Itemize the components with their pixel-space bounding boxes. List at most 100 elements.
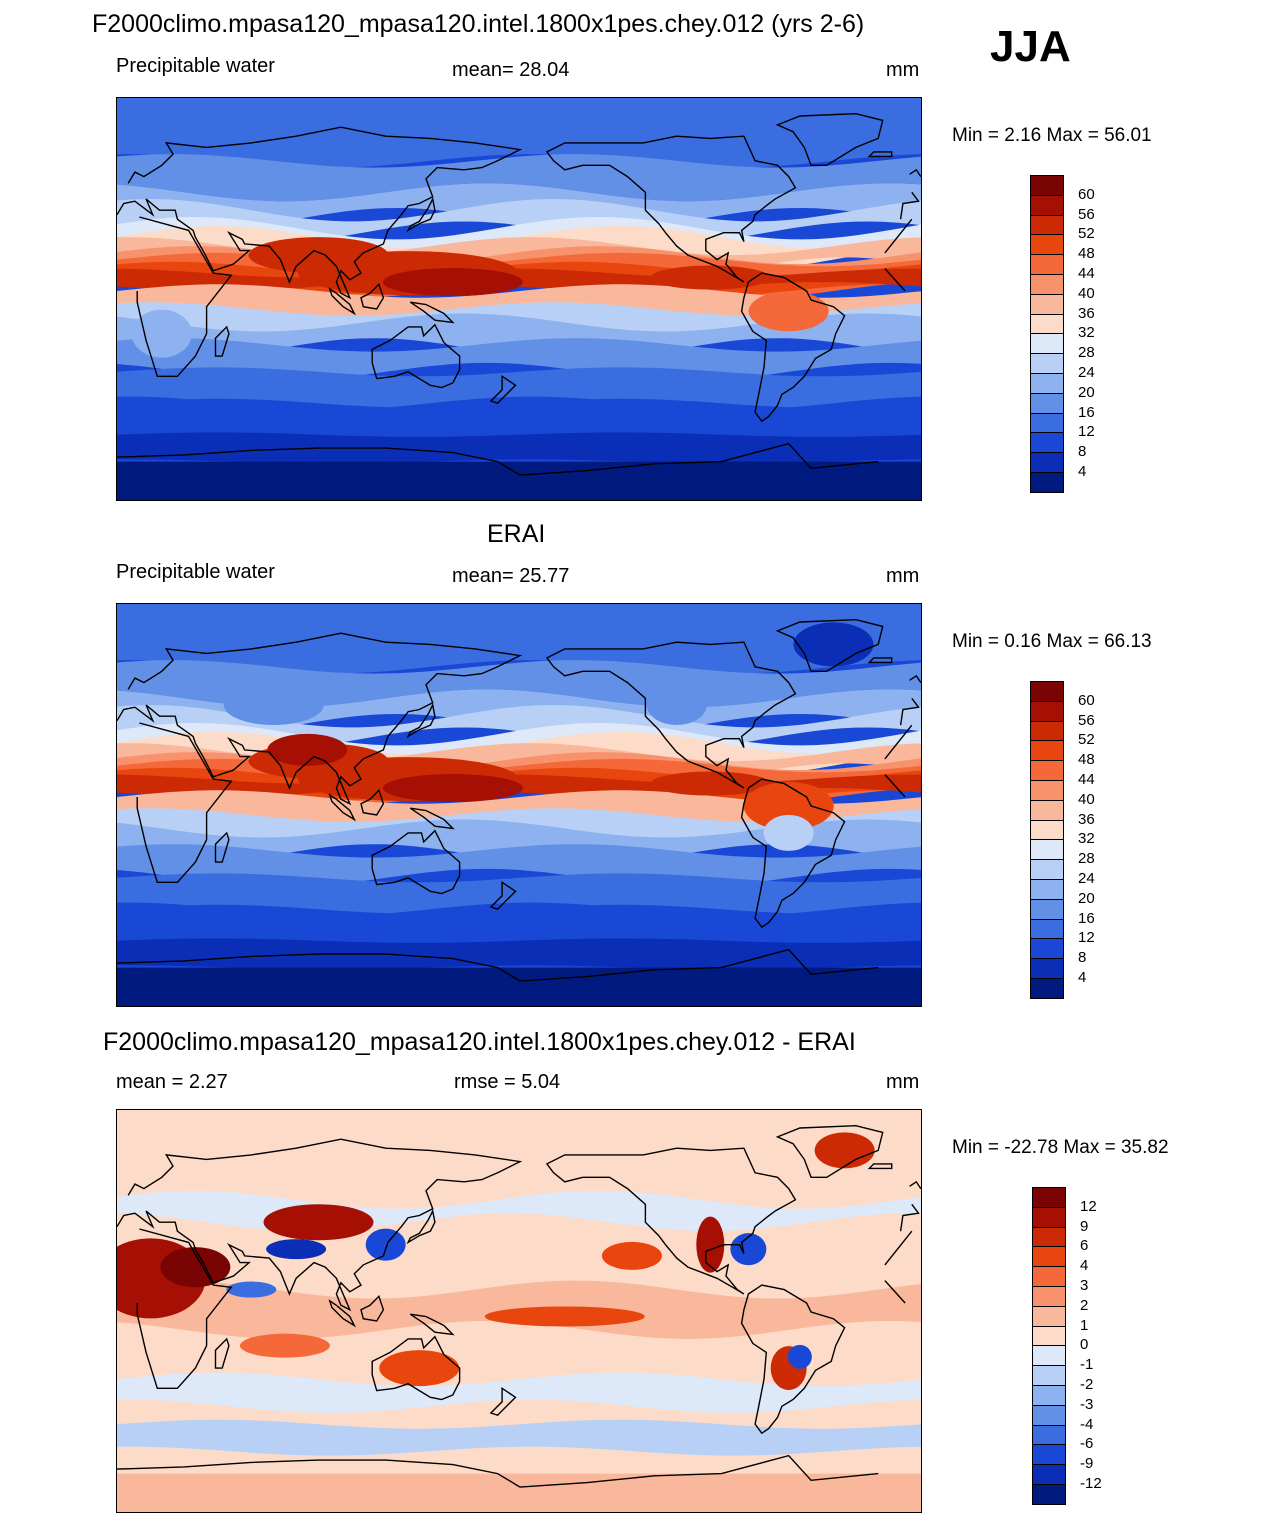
coastline [117, 953, 521, 982]
coastline [371, 829, 461, 895]
contour-band [117, 819, 921, 867]
colorbar-swatch [1030, 879, 1064, 900]
contour-blob [239, 1333, 330, 1358]
coastline [328, 1299, 357, 1328]
contour-blob [382, 268, 523, 297]
contour-blob [601, 1241, 662, 1270]
coastline [328, 793, 357, 822]
coastline [740, 1284, 846, 1435]
colorbar-swatch [1030, 760, 1064, 781]
contour-band [117, 398, 921, 440]
colorbar-tick-label: 4 [1080, 1257, 1089, 1275]
coastline [406, 702, 436, 739]
colorbar-tick-label: 48 [1078, 751, 1095, 769]
coastline [136, 722, 233, 883]
coastline [775, 618, 884, 672]
colorbar-tick-label: -3 [1080, 1395, 1094, 1413]
coastline [519, 948, 879, 982]
colorbar-swatch [1030, 799, 1064, 821]
colorbar-tick-label: 20 [1078, 383, 1095, 401]
colorbar-tick-label: 52 [1078, 731, 1095, 749]
panel3-units: mm [886, 1071, 920, 1093]
colorbar-tick-label: -4 [1080, 1415, 1094, 1433]
contour-blob [266, 1239, 327, 1260]
colorbar-tick-label: 8 [1078, 949, 1087, 967]
colorbar-tick-label: 44 [1078, 265, 1095, 282]
contour-blob [484, 1306, 645, 1327]
panel3-min-max: Min = -22.78 Max = 35.82 [952, 1137, 1169, 1158]
panel3-rmse: rmse = 5.04 [454, 1071, 561, 1093]
colorbar-swatch [1032, 1226, 1066, 1248]
contour-blob [763, 814, 814, 851]
contour-blob [365, 1228, 406, 1261]
colorbar-tick-label: 12 [1078, 929, 1095, 947]
colorbar-swatch [1030, 898, 1064, 920]
colorbar-swatch [1030, 740, 1064, 762]
colorbar-swatch [1030, 918, 1064, 940]
colorbar-tick-label: 24 [1078, 870, 1095, 887]
contour-blob [650, 771, 771, 796]
colorbar-tick-label: 60 [1078, 691, 1095, 709]
coastline [899, 697, 920, 726]
colorbar-swatch [1032, 1206, 1066, 1228]
panel3-mean: mean = 2.27 [116, 1071, 228, 1093]
contour-blob [650, 265, 771, 290]
colorbar-swatch [1032, 1404, 1066, 1426]
contour-band [117, 154, 921, 202]
coastline [409, 1313, 455, 1336]
colorbar-swatch [1030, 819, 1064, 841]
panel2-map [116, 603, 922, 1007]
contour-blob [793, 622, 874, 667]
contour-band [117, 604, 921, 674]
colorbar-tick-label: 32 [1078, 324, 1095, 342]
colorbar-swatch [1030, 472, 1064, 493]
contour-blob [646, 685, 707, 725]
colorbar-swatch [1030, 958, 1064, 979]
panel1-variable-label: Precipitable water [116, 55, 275, 77]
colorbar-swatch [1030, 452, 1064, 473]
colorbar-swatch [1032, 1305, 1066, 1327]
colorbar-tick-label: 16 [1078, 909, 1095, 927]
coastline [545, 641, 797, 789]
coastline [884, 1230, 913, 1266]
coastline [328, 287, 357, 316]
colorbar-tick-label: 40 [1078, 284, 1095, 302]
contour-blob [263, 1204, 374, 1241]
colorbar-tick-label: 3 [1080, 1277, 1089, 1294]
contour-band [117, 873, 921, 916]
coastline [117, 447, 521, 476]
contour-band [117, 844, 921, 887]
contour-blob [248, 237, 389, 274]
panel2-variable-label: Precipitable water [116, 561, 275, 583]
colorbar-tick-label: -12 [1080, 1475, 1102, 1492]
colorbar-tick-label: 28 [1078, 850, 1095, 868]
contour-blob [787, 1344, 812, 1369]
contour-blob [267, 733, 348, 766]
contour-blob [226, 1281, 277, 1298]
colorbar-tick-label: -1 [1080, 1356, 1094, 1374]
contour-band [117, 98, 921, 168]
panel2-title: ERAI [487, 520, 546, 548]
colorbar-swatch [1030, 432, 1064, 454]
colorbar-swatch [1030, 353, 1064, 374]
coastline [136, 216, 233, 377]
coastline [489, 374, 517, 404]
contour-band [117, 313, 921, 361]
coastline [136, 1228, 233, 1389]
contour-band [117, 432, 921, 464]
colorbar-tick-label: 4 [1078, 969, 1087, 986]
colorbar-swatch [1030, 412, 1064, 434]
contour-band [117, 967, 921, 1006]
contour-band [117, 938, 921, 970]
coastline [117, 1459, 521, 1488]
colorbar-swatch [1032, 1385, 1066, 1406]
contour-band [117, 1372, 921, 1413]
colorbar-swatch [1030, 978, 1064, 999]
panel1-units: mm [886, 59, 920, 81]
colorbar-swatch [1032, 1464, 1066, 1485]
colorbar-swatch [1030, 254, 1064, 275]
coastline [740, 272, 846, 423]
coastline [909, 674, 921, 683]
coastline [117, 1138, 523, 1312]
coastline [409, 807, 455, 830]
